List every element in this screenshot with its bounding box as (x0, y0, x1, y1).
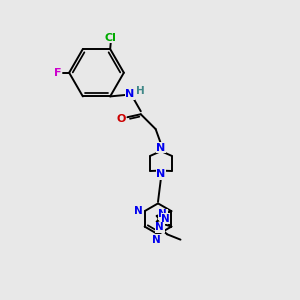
Text: N: N (152, 235, 161, 245)
Text: O: O (116, 114, 126, 124)
Text: N: N (156, 169, 166, 179)
Text: H: H (136, 86, 144, 96)
Text: Cl: Cl (105, 33, 117, 43)
Text: N: N (134, 206, 143, 216)
Text: F: F (54, 68, 62, 78)
Text: N: N (155, 222, 164, 232)
Text: N: N (125, 89, 135, 99)
Text: N: N (161, 214, 170, 224)
Text: N: N (158, 209, 167, 219)
Text: N: N (156, 142, 166, 152)
